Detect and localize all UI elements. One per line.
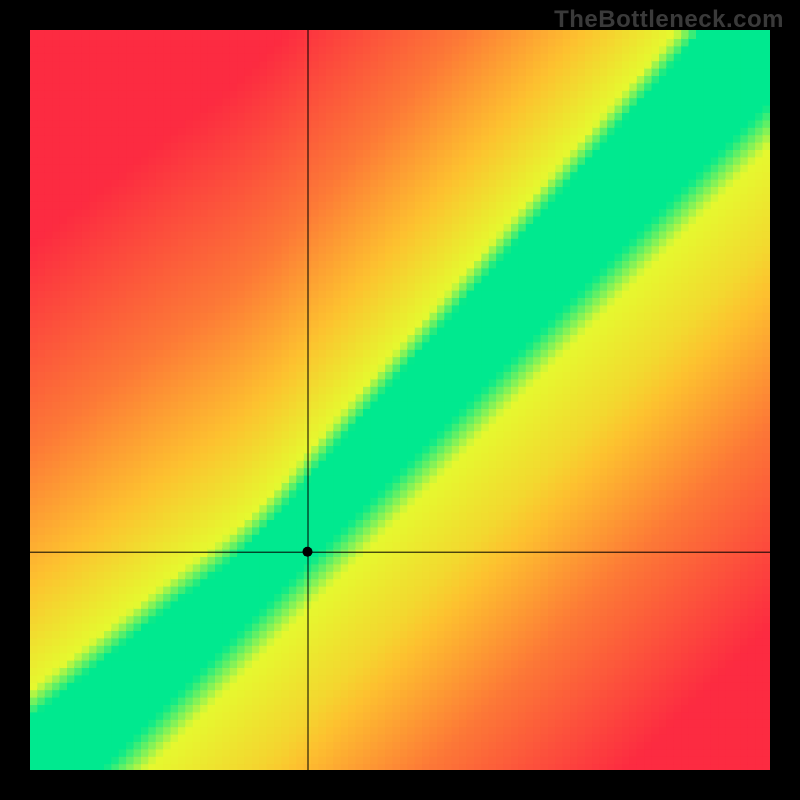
watermark-text: TheBottleneck.com	[554, 6, 784, 34]
heatmap-canvas	[30, 30, 770, 770]
bottleneck-heatmap	[30, 30, 770, 770]
